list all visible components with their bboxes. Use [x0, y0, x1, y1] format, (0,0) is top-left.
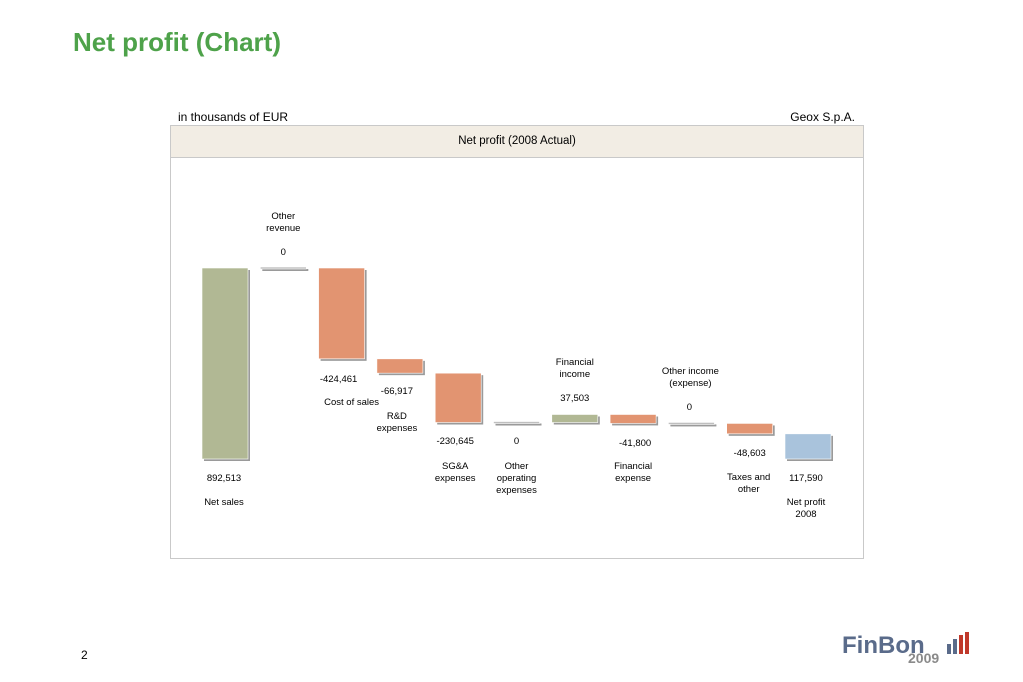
logo-name: FinBon — [842, 632, 925, 659]
category-label-sga-line-1: SG&A — [442, 461, 469, 472]
chart-title: Net profit (2008 Actual) — [171, 126, 863, 158]
bar-7 — [551, 414, 599, 423]
value-label-other-revenue: 0 — [281, 247, 286, 258]
value-label-taxes: -48,603 — [734, 448, 766, 459]
bar-shadow — [262, 269, 309, 271]
bar-4 — [376, 358, 424, 374]
finbon-logo: FinBon 2009 — [842, 628, 974, 672]
category-label-net-sales-line-1: Net sales — [204, 497, 244, 508]
category-label-other-operating-line-2: operating — [497, 473, 537, 484]
bar-9 — [668, 422, 715, 425]
category-label-taxes-line-2: other — [738, 484, 760, 495]
page-number: 2 — [81, 648, 88, 662]
category-label-rnd-line-1: R&D — [387, 411, 407, 422]
category-label-cost-of-sales-line-1: Cost of sales — [324, 397, 379, 408]
category-label-other-revenue-line-1: Other — [271, 211, 295, 222]
bar-11 — [784, 433, 832, 460]
category-label-other-operating-line-1: Other — [505, 461, 529, 472]
page-title: Net profit (Chart) — [73, 27, 281, 57]
bar-chart-icon — [947, 632, 969, 654]
value-label-sga: -230,645 — [436, 436, 474, 447]
value-label-net-profit: 117,590 — [789, 473, 823, 484]
category-label-net-profit-line-1: Net profit — [787, 497, 826, 508]
bar-shadow — [495, 423, 542, 426]
category-label-other-income-line-1: Other income — [662, 366, 719, 377]
value-label-financial-expense: -41,800 — [619, 438, 651, 449]
company-label: Geox S.p.A. — [790, 110, 855, 124]
value-label-other-operating: 0 — [514, 436, 519, 447]
bar-3 — [318, 267, 365, 360]
category-label-financial-income-line-2: income — [559, 369, 590, 380]
bar-5 — [434, 372, 482, 423]
value-label-net-sales: 892,513 — [207, 473, 241, 484]
category-label-other-income-line-2: (expense) — [669, 378, 711, 389]
unit-label: in thousands of EUR — [178, 110, 289, 124]
category-label-financial-expense-line-2: expense — [615, 473, 651, 484]
category-label-sga-line-2: expenses — [435, 473, 476, 484]
bar-2 — [260, 266, 307, 270]
category-label-financial-expense-line-1: Financial — [614, 461, 652, 472]
bar-10 — [726, 423, 774, 435]
category-label-net-profit-line-2: 2008 — [795, 509, 816, 520]
category-label-other-operating-line-3: expenses — [496, 485, 537, 496]
value-label-other-income: 0 — [687, 402, 692, 413]
chart-frame: Net profit (2008 Actual) 892,513 Net sale… — [170, 125, 864, 559]
bar-6 — [493, 421, 540, 424]
bar-shadow — [670, 424, 717, 427]
category-label-taxes-line-1: Taxes and — [727, 472, 770, 483]
value-label-rnd: -66,917 — [381, 386, 413, 397]
logo-year: 2009 — [908, 650, 940, 666]
value-label-financial-income: 37,503 — [560, 393, 589, 404]
category-label-financial-income-line-1: Financial — [556, 357, 594, 368]
bar-1 — [201, 267, 249, 460]
category-label-rnd-line-2: expenses — [377, 423, 418, 434]
value-label-cost-of-sales: -424,461 — [320, 374, 358, 385]
category-label-other-revenue-line-2: revenue — [266, 223, 300, 234]
bar-8 — [609, 414, 657, 424]
